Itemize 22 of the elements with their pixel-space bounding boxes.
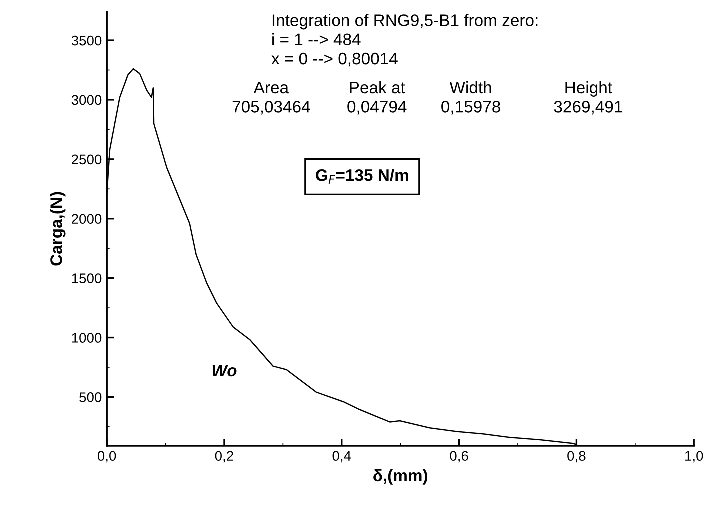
annotation: Integration of RNG9,5-B1 from zero: i = 1 --> 484 x = 0 --> 0,80014 [272,14,538,67]
y-tick-label: 1500 [72,274,102,284]
x-tick-label: 0,2 [215,451,234,463]
y-tick-label: 3500 [72,36,102,46]
annotation: Area 705,03464 [232,82,310,115]
annotation: Wo [212,365,237,377]
x-tick-label: 0,0 [98,451,116,463]
y-tick-label: 500 [80,392,102,402]
x-tick-label: 1,0 [686,451,704,463]
y-tick-label: 2000 [72,214,102,224]
y-tick-label: 3000 [72,95,102,106]
y-tick-label: 2500 [72,154,102,165]
annotation: Peak at 0,04794 [348,81,407,115]
annotation: Width 0,15978 [442,81,500,115]
y-axis-title: Carga,(N) [50,192,66,266]
annotation: G$_{F}$=135 N/m [316,169,408,184]
annotation: Height 3269,491 [554,81,622,115]
x-tick-label: 0,8 [568,451,586,463]
x-tick-label: 0,4 [332,451,352,463]
x-tick-label: 0,6 [450,451,468,463]
x-axis-title: δ,(mm) [374,469,428,485]
y-tick-label: 1000 [72,333,102,343]
